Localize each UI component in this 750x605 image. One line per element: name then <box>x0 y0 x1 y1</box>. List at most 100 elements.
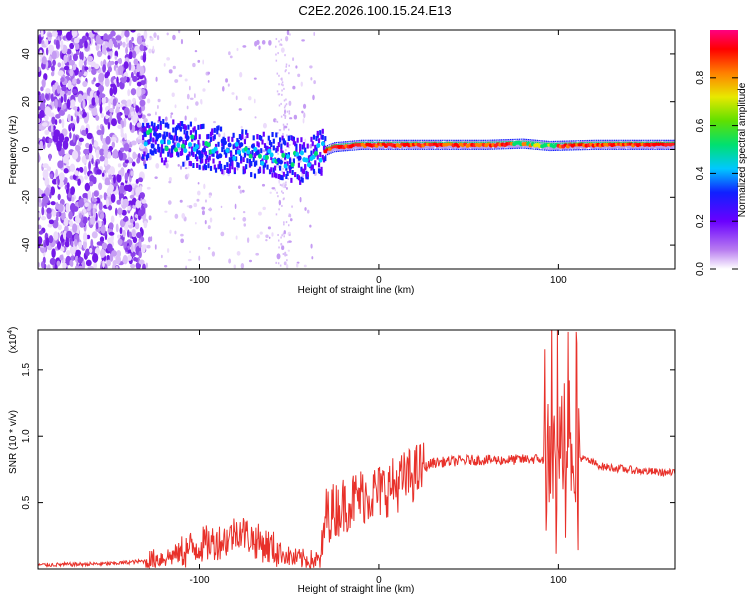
heatmap-cell <box>138 239 142 248</box>
heatmap-cell <box>237 139 240 145</box>
heatmap-cell <box>261 40 266 45</box>
heatmap-cell <box>243 223 247 227</box>
heatmap-cell <box>285 221 288 224</box>
heatmap-cell <box>78 71 82 78</box>
heatmap-cell <box>44 115 49 121</box>
heatmap-cell <box>255 160 258 166</box>
heatmap-cell <box>427 139 429 141</box>
heatmap-cell <box>69 259 73 267</box>
heatmap-cell <box>135 257 138 263</box>
x-tick-label: 0 <box>376 575 382 586</box>
heatmap-cell <box>633 141 635 143</box>
heatmap-cell <box>524 138 526 140</box>
heatmap-cell <box>263 143 267 149</box>
heatmap-cell <box>524 147 526 149</box>
heatmap-cell <box>95 115 100 121</box>
heatmap-cell <box>474 141 476 143</box>
heatmap-cell <box>459 139 461 141</box>
heatmap-cell <box>516 142 519 148</box>
heatmap-cell <box>54 119 58 126</box>
heatmap-cell <box>182 161 185 167</box>
heatmap-cell <box>82 99 86 109</box>
heatmap-cell <box>304 164 307 170</box>
heatmap-cell <box>289 234 291 237</box>
heatmap-cell <box>615 139 617 141</box>
heatmap-cell <box>172 65 176 70</box>
heatmap-cell <box>477 148 479 150</box>
heatmap-cell <box>271 132 274 138</box>
heatmap-cell <box>540 140 542 142</box>
heatmap-cell <box>325 145 327 147</box>
heatmap-cell <box>197 150 202 156</box>
heatmap-cell <box>213 146 218 152</box>
heatmap-cell <box>88 143 93 154</box>
heatmap-cell <box>301 177 304 183</box>
heatmap-cell <box>127 205 131 211</box>
heatmap-cell <box>234 203 237 210</box>
heatmap-cell <box>653 139 655 141</box>
heatmap-cell <box>174 213 179 219</box>
heatmap-cell <box>320 134 323 140</box>
heatmap-cell <box>150 121 154 127</box>
heatmap-cell <box>206 134 209 140</box>
heatmap-cell <box>360 144 363 150</box>
heatmap-cell <box>411 148 413 150</box>
heatmap-cell <box>78 137 84 143</box>
heatmap-cell <box>395 148 397 150</box>
y-tick-label: 1.0 <box>21 429 32 443</box>
heatmap-cell <box>407 148 409 150</box>
heatmap-cell <box>635 148 637 150</box>
heatmap-cell <box>57 224 62 231</box>
heatmap-cell <box>642 139 644 141</box>
heatmap-cell <box>572 142 574 144</box>
heatmap-cell <box>225 148 230 154</box>
heatmap-cell <box>126 43 129 48</box>
heatmap-cell <box>288 110 291 113</box>
heatmap-cell <box>125 36 129 43</box>
heatmap-cell <box>172 138 175 144</box>
heatmap-cell <box>258 211 262 216</box>
heatmap-cell <box>583 140 585 142</box>
heatmap-cell <box>348 149 350 152</box>
heatmap-cell <box>132 75 138 82</box>
heatmap-cell <box>285 63 288 66</box>
heatmap-cell <box>164 146 169 152</box>
heatmap-cell <box>457 141 460 143</box>
heatmap-cell <box>110 193 116 203</box>
heatmap-cell <box>222 144 225 150</box>
heatmap-cell <box>187 124 190 130</box>
heatmap-cell <box>45 88 51 94</box>
heatmap-cell <box>300 176 303 182</box>
heatmap-cell <box>140 244 146 253</box>
heatmap-cell <box>493 141 495 143</box>
y-tick-label: 20 <box>21 96 32 108</box>
heatmap-cell <box>317 138 321 144</box>
heatmap-cell <box>275 45 277 48</box>
heatmap-cell <box>319 151 322 157</box>
heatmap-cell <box>123 61 129 69</box>
heatmap-cell <box>282 123 285 126</box>
heatmap-cell <box>452 141 454 143</box>
heatmap-cell <box>344 150 347 152</box>
heatmap-cell <box>278 246 280 249</box>
heatmap-cell <box>366 144 370 150</box>
heatmap-cell <box>192 127 195 133</box>
heatmap-cell <box>253 98 256 104</box>
heatmap-cell <box>236 149 241 155</box>
heatmap-cell <box>223 164 226 170</box>
heatmap-cell <box>231 164 234 170</box>
heatmap-cell <box>284 115 287 118</box>
heatmap-cell <box>209 217 213 223</box>
heatmap-cell <box>124 132 127 141</box>
heatmap-cell <box>275 261 277 264</box>
heatmap-cell <box>463 141 465 143</box>
heatmap-cell <box>402 141 404 143</box>
heatmap-cell <box>177 164 180 167</box>
heatmap-cell <box>565 149 567 151</box>
heatmap-cell <box>311 154 316 160</box>
heatmap-cell <box>563 142 565 144</box>
heatmap-cell <box>253 173 257 179</box>
heatmap-cell <box>348 140 350 143</box>
heatmap-cell <box>56 241 62 250</box>
heatmap-cell <box>311 256 314 260</box>
